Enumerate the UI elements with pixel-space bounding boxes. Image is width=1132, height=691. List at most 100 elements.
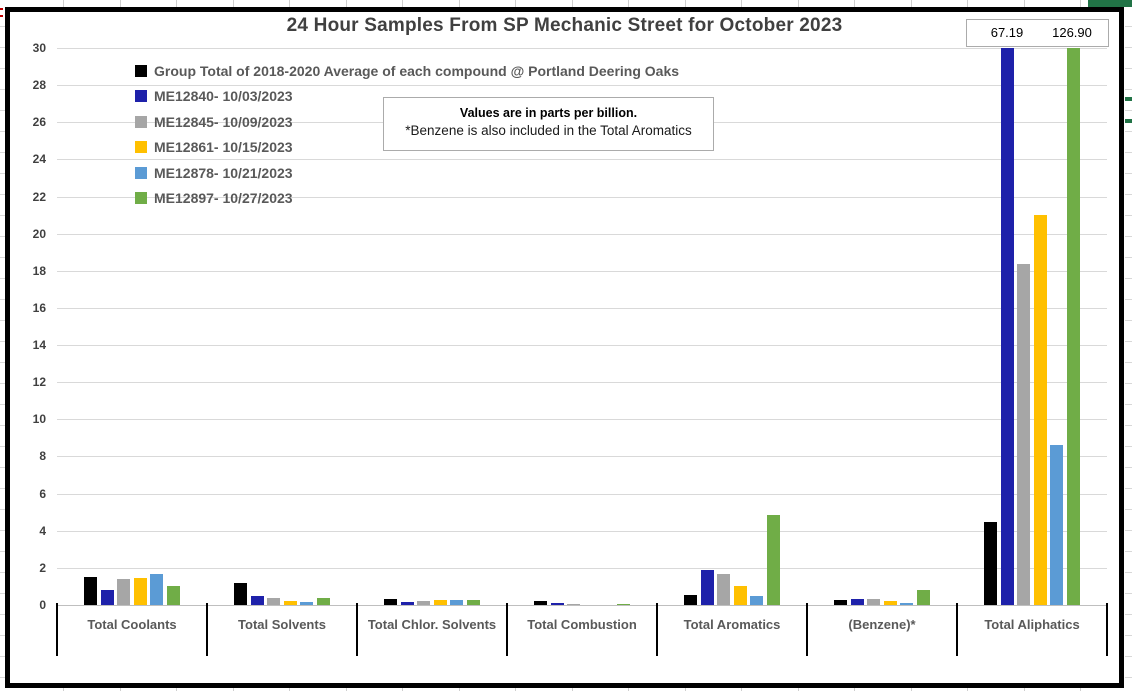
legend-swatch-icon [135, 166, 147, 179]
gridline [57, 233, 1107, 235]
bar[interactable] [916, 590, 930, 605]
column-grid-tick [458, 0, 460, 7]
bar[interactable] [100, 590, 114, 605]
bar[interactable] [300, 602, 314, 605]
row-grid-line [1125, 173, 1132, 174]
bar[interactable] [1017, 264, 1031, 605]
bar[interactable] [1050, 445, 1064, 605]
column-grid-tick [1023, 688, 1025, 691]
row-grid-line [1125, 362, 1132, 363]
bar[interactable] [417, 600, 431, 605]
row-grid-line [1125, 425, 1132, 426]
y-axis-tick-label: 20 [32, 226, 46, 241]
legend-swatch-icon [135, 90, 147, 103]
gridline [57, 493, 1107, 495]
bar[interactable] [616, 603, 630, 605]
bar[interactable] [133, 578, 147, 605]
bar[interactable] [850, 598, 864, 605]
bar[interactable] [984, 522, 998, 605]
bar[interactable] [466, 600, 480, 605]
column-grid-tick [1080, 0, 1081, 7]
bar[interactable] [750, 595, 764, 605]
x-axis-category-label: Total Aliphatics [984, 617, 1080, 632]
category-separator [506, 603, 508, 656]
column-grid-tick [967, 688, 968, 691]
filled-cell-right-2 [1125, 119, 1132, 123]
bar[interactable] [384, 599, 398, 605]
column-grid-tick [797, 0, 799, 7]
bar[interactable] [766, 514, 780, 605]
row-grid-line [0, 26, 5, 27]
bar[interactable] [733, 586, 747, 605]
bar[interactable] [283, 601, 297, 605]
bar[interactable] [834, 600, 848, 605]
gridline [57, 48, 1107, 49]
bar[interactable] [1066, 48, 1080, 605]
bar[interactable] [883, 601, 897, 605]
row-grid-line [0, 236, 5, 237]
bar[interactable] [684, 594, 698, 605]
legend-label: ME12861- 10/15/2023 [154, 139, 293, 156]
bar[interactable] [166, 585, 180, 605]
bar[interactable] [450, 599, 464, 605]
bar[interactable] [84, 577, 98, 605]
y-axis-tick-label: 6 [39, 486, 46, 501]
row-grid-line [0, 530, 5, 531]
bar[interactable] [550, 603, 564, 605]
bar[interactable] [717, 574, 731, 605]
bar[interactable] [700, 569, 714, 605]
column-grid-tick [684, 0, 686, 7]
row-grid-line [0, 89, 5, 90]
gridline [57, 159, 1107, 161]
legend: Group Total of 2018-2020 Average of each… [135, 58, 679, 211]
filled-cell-top-right [1088, 0, 1132, 7]
bar[interactable] [1033, 215, 1047, 605]
bar[interactable] [900, 603, 914, 605]
legend-swatch-icon [135, 192, 147, 205]
row-grid-line [1125, 215, 1132, 216]
gridline [57, 530, 1107, 532]
row-grid-line [1125, 341, 1132, 342]
y-axis-tick-label: 10 [32, 412, 46, 427]
row-grid-line [1125, 404, 1132, 405]
y-axis-tick-label: 0 [39, 598, 46, 612]
column-grid-tick [1023, 0, 1025, 7]
row-grid-line [1125, 383, 1132, 384]
bar[interactable] [1000, 48, 1014, 605]
legend-swatch-icon [135, 115, 147, 128]
legend-swatch-icon [135, 141, 147, 154]
category-separator [206, 603, 208, 656]
y-axis-tick-label: 18 [32, 263, 46, 278]
bar[interactable] [867, 598, 881, 605]
bar[interactable] [250, 595, 264, 605]
row-grid-line [0, 593, 5, 594]
y-axis-tick-label: 22 [32, 189, 46, 204]
bar[interactable] [400, 601, 414, 605]
y-axis-tick-label: 8 [39, 449, 46, 464]
column-grid-tick [628, 688, 629, 691]
bar[interactable] [567, 603, 581, 605]
bar[interactable] [234, 582, 248, 605]
row-grid-line [0, 509, 5, 510]
bar[interactable] [433, 600, 447, 605]
cell-mark-left-1 [0, 8, 3, 10]
x-axis-category-label: (Benzene)* [848, 617, 916, 632]
row-grid-line [0, 299, 5, 300]
column-grid-tick [571, 688, 573, 691]
legend-item: Group Total of 2018-2020 Average of each… [135, 58, 679, 84]
row-grid-line [1125, 635, 1132, 636]
bar[interactable] [150, 574, 164, 605]
column-grid-tick [1080, 688, 1081, 691]
column-grid-tick [797, 688, 799, 691]
y-axis-tick-label: 4 [39, 523, 46, 538]
category-separator [56, 603, 58, 656]
y-axis-tick-label: 30 [32, 41, 46, 55]
bar[interactable] [117, 579, 131, 605]
row-grid-line [1125, 572, 1132, 573]
row-grid-line [1125, 68, 1132, 69]
bar[interactable] [534, 600, 548, 605]
bar[interactable] [316, 597, 330, 605]
bar[interactable] [267, 597, 281, 605]
column-grid-tick [910, 688, 912, 691]
